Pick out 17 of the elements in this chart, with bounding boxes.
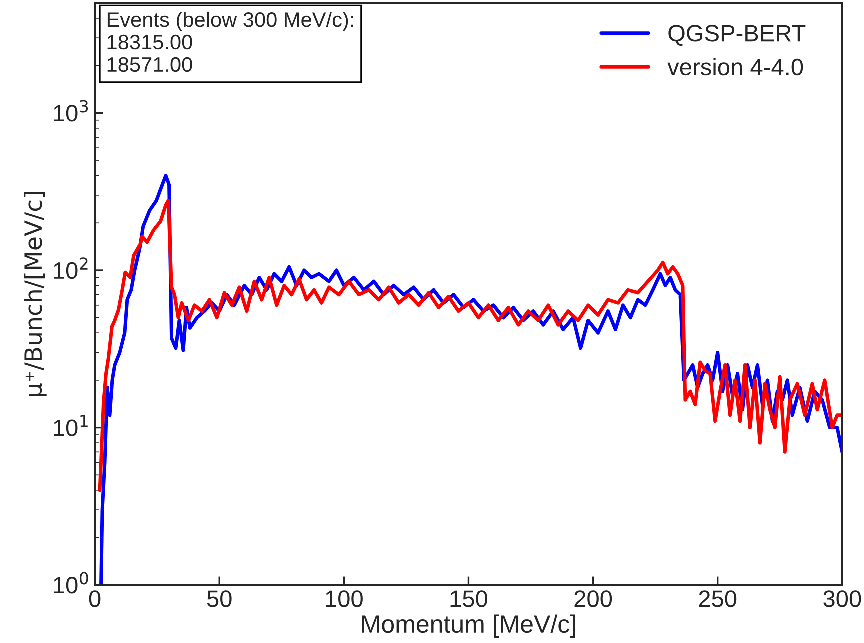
x-tick-label: 300 xyxy=(824,590,862,608)
y-axis-title: μ⁺/Bunch/[MeV/c] xyxy=(24,192,47,396)
y-tick-label: 10$^{1}$ xyxy=(54,415,88,436)
y-tick-label: 10$^{3}$ xyxy=(54,100,88,122)
y-tick-label: 10$^{0}$ xyxy=(54,572,88,594)
x-tick-label: 0 xyxy=(89,590,101,608)
x-tick-label: 250 xyxy=(699,590,737,608)
x-tick-label: 100 xyxy=(326,590,363,608)
x-tick-label: 50 xyxy=(207,590,232,608)
legend-label: version 4-4.0 xyxy=(668,58,804,76)
x-axis-title: Momentum [MeV/c] xyxy=(362,614,576,638)
legend-label: QGSP-BERT xyxy=(668,25,806,46)
annotation: Events (below 300 MeV/c): 18315.00 18571.00 xyxy=(108,12,354,72)
x-tick-label: 150 xyxy=(450,590,488,608)
line-series xyxy=(98,199,842,492)
y-tick-label: 10$^{2}$ xyxy=(54,258,88,280)
x-tick-label: 200 xyxy=(574,590,612,608)
